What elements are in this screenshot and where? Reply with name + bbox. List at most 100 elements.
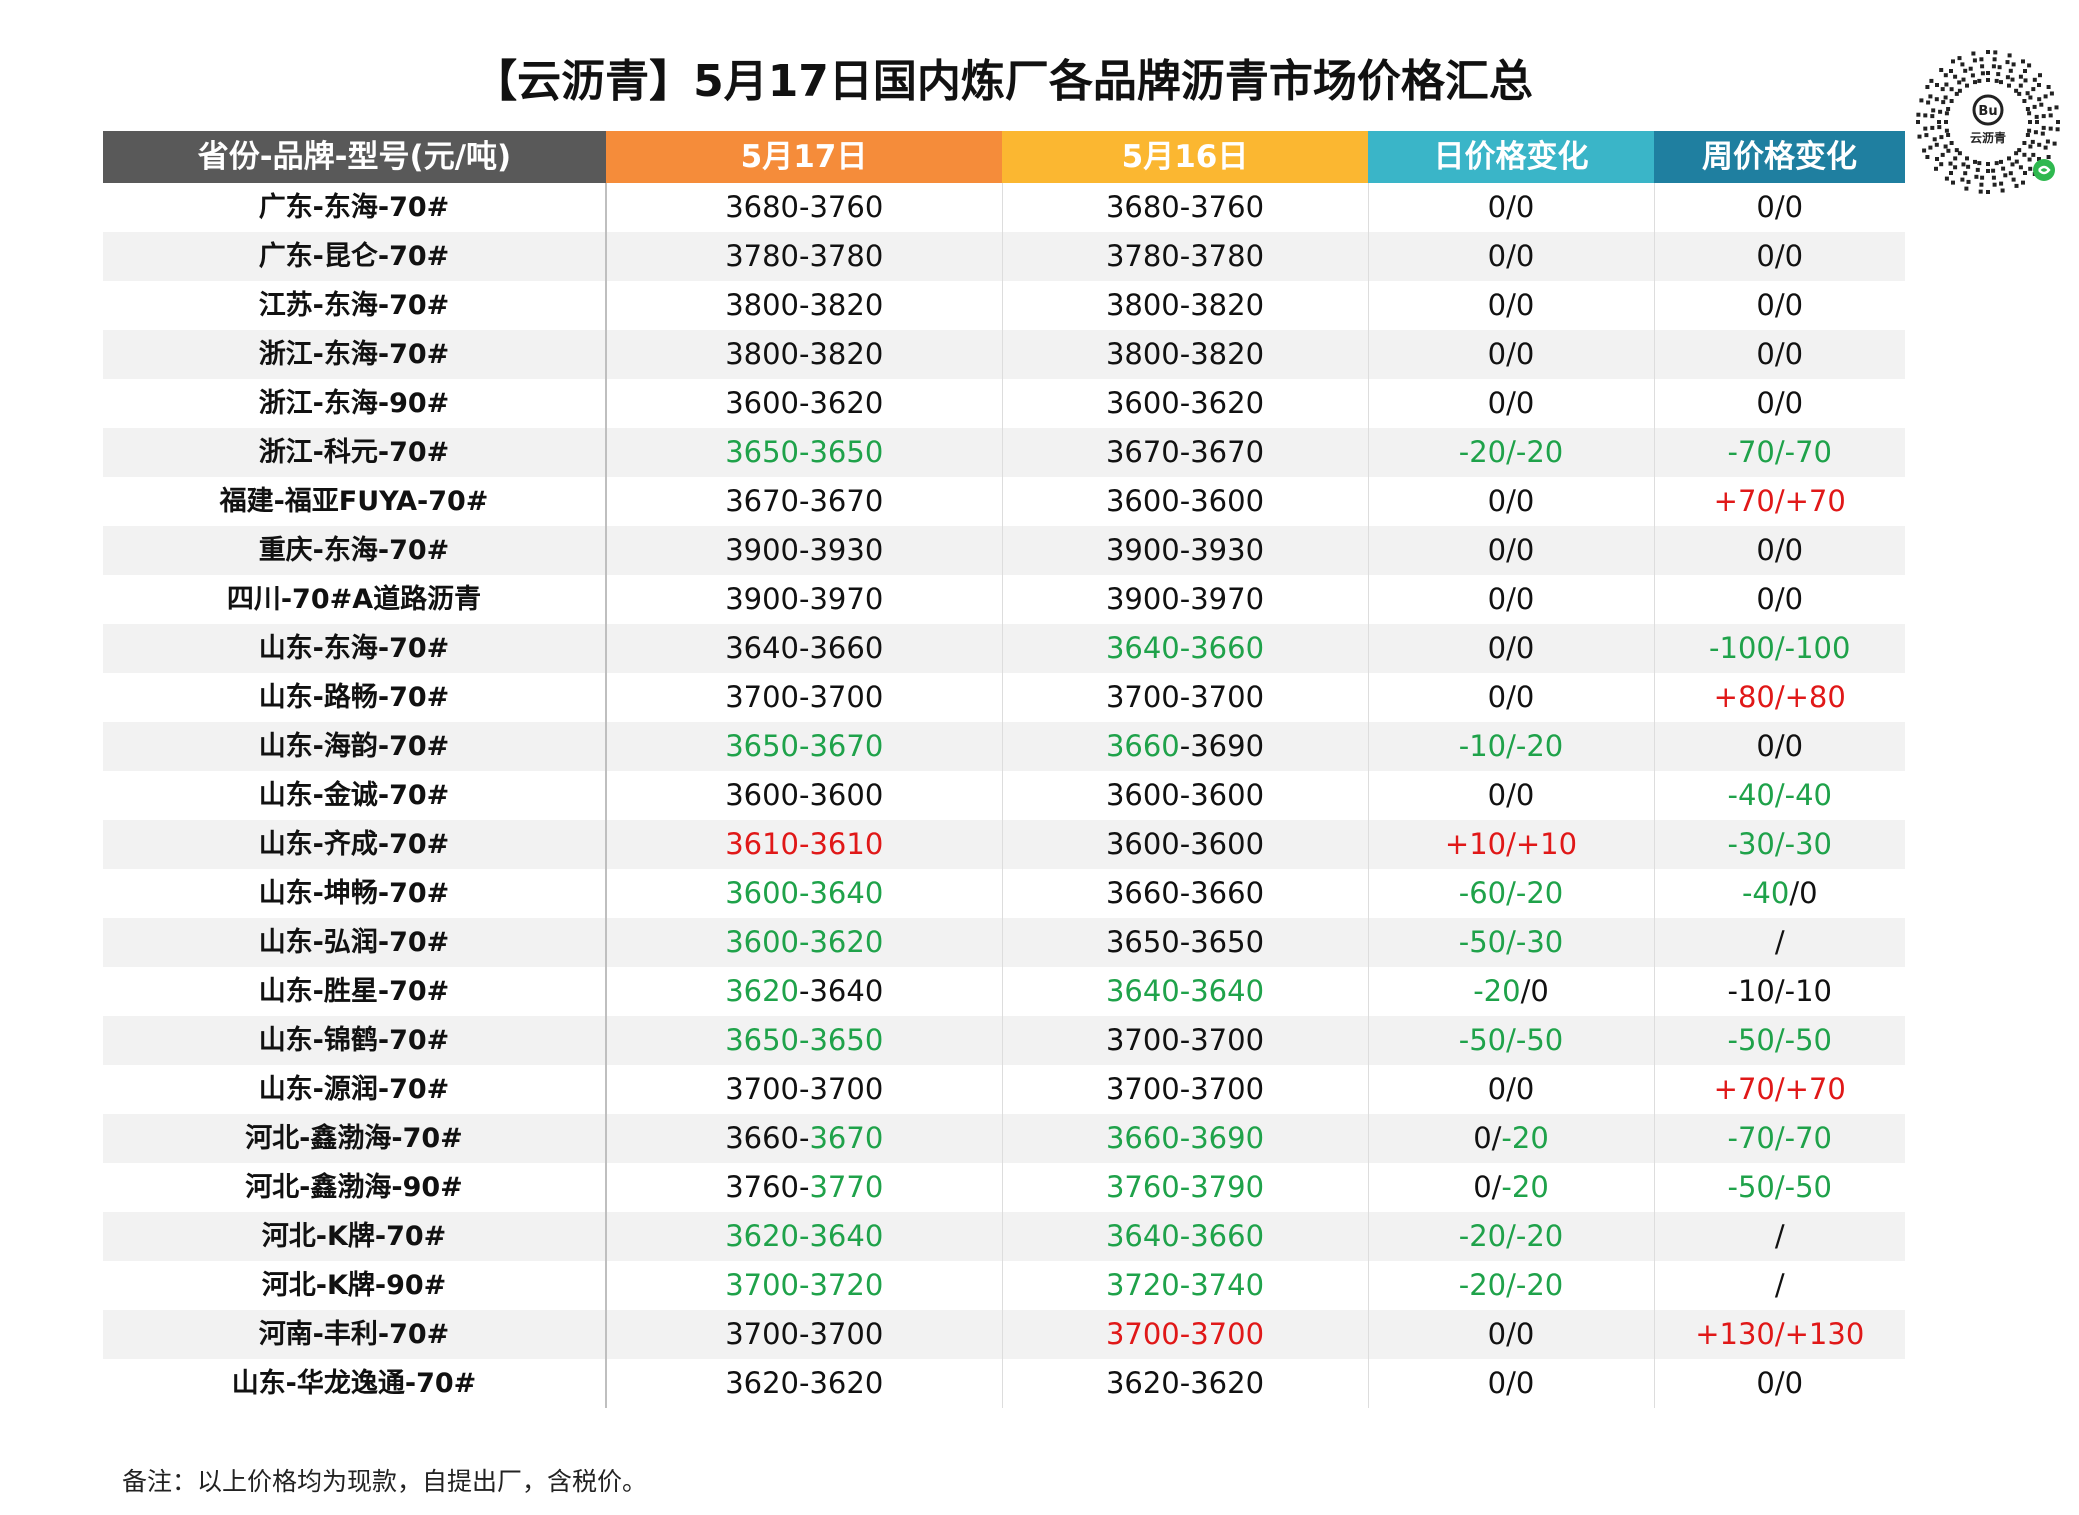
cell-text-segment: 3700-3700	[1105, 1023, 1265, 1057]
qr-dot	[2011, 62, 2016, 67]
cell-text-segment: -10/-20	[1458, 729, 1564, 763]
qr-dot	[2043, 94, 2048, 99]
cell-text-segment: 3680-3760	[1105, 190, 1265, 224]
cell-may17-price: 3650-3650	[606, 1016, 1003, 1065]
cell-weekly-change: -30/-30	[1654, 820, 1905, 869]
cell-text-segment: 3640-3660	[1105, 631, 1265, 665]
table-row: 山东-锦鹤-70# 3650-3650 3700-3700 -50/-50 -50/-5…	[103, 1016, 1905, 1065]
cell-text-segment: 3660-3690	[1105, 1121, 1265, 1155]
cell-may16-price: 3700-3700	[1002, 1310, 1369, 1359]
cell-text-segment: 3800-3820	[725, 337, 884, 371]
cell-brand: 河北-鑫渤海-70#	[103, 1114, 607, 1163]
qr-dot	[1928, 94, 1933, 99]
qr-dot	[1953, 156, 1958, 161]
cell-weekly-change: +70/+70	[1654, 1065, 1905, 1114]
cell-may16-price: 3720-3740	[1002, 1261, 1369, 1310]
qr-dot	[1934, 142, 1939, 147]
cell-text-segment: -50/-50	[1458, 1023, 1564, 1057]
cell-may17-price: 3700-3700	[606, 1065, 1003, 1114]
cell-may17-price: 3600-3600	[606, 771, 1003, 820]
cell-text-segment: 3800-3820	[1105, 337, 1265, 371]
qr-dot	[2040, 131, 2045, 136]
qr-dot	[2045, 139, 2050, 144]
cell-may16-price: 3760-3790	[1002, 1163, 1369, 1212]
cell-may16-price: 3640-3640	[1002, 967, 1369, 1016]
qr-dot	[2023, 171, 2027, 175]
cell-may17-price: 3620-3620	[606, 1359, 1003, 1408]
cell-text-segment: 0/0	[1756, 386, 1804, 420]
cell-text-segment: -70/-70	[1727, 1121, 1832, 1155]
table-row: 河北-鑫渤海-90# 3760-3770 3760-3790 0/-20 -50/-50	[103, 1163, 1905, 1212]
column-header-may17: 5月17日	[606, 131, 1002, 183]
qr-dot	[1934, 97, 1939, 102]
cell-text-segment: -70/-70	[1727, 435, 1832, 469]
qr-dot	[2049, 91, 2054, 96]
cell-text-segment: 3900-3970	[725, 582, 884, 616]
qr-dot	[1957, 151, 1962, 156]
qr-dot	[2014, 88, 2019, 93]
qr-dot	[1944, 111, 1949, 116]
cell-brand: 山东-源润-70#	[103, 1065, 607, 1114]
cell-may16-price: 3900-3930	[1002, 526, 1369, 575]
cell-text-segment: 3650-3650	[725, 435, 884, 469]
qr-dot	[1937, 120, 1941, 124]
cell-may17-price: 3610-3610	[606, 820, 1003, 869]
cell-text-segment: 0/0	[1487, 484, 1535, 518]
cell-brand: 福建-福亚FUYA-70#	[103, 477, 607, 526]
qr-dot	[2032, 77, 2037, 82]
cell-may16-price: 3640-3660	[1002, 624, 1369, 673]
qr-label: 云沥青	[1970, 130, 2006, 145]
qr-dot	[2028, 95, 2033, 100]
cell-weekly-change: -70/-70	[1654, 428, 1905, 477]
cell-text-segment: 0/0	[1487, 582, 1535, 616]
cell-may17-price: 3900-3930	[606, 526, 1003, 575]
qr-dot	[2037, 97, 2042, 102]
cell-may17-price: 3700-3720	[606, 1261, 1003, 1310]
qr-dot	[1957, 88, 1962, 93]
cell-text-segment: 3670-3670	[725, 484, 884, 518]
qr-dot	[2032, 104, 2037, 109]
cell-weekly-change: 0/0	[1654, 281, 1905, 330]
cell-daily-change: -20/-20	[1368, 1261, 1655, 1310]
cell-may16-price: 3660-3660	[1002, 869, 1369, 918]
table-row: 广东-昆仑-70# 3780-3780 3780-3780 0/0 0/0	[103, 232, 1905, 281]
qr-dot	[2021, 59, 2025, 64]
cell-text-segment: -30/-30	[1727, 827, 1832, 861]
table-row: 山东-路畅-70# 3700-3700 3700-3700 0/0 +80/+80	[103, 673, 1905, 722]
qr-dot	[2000, 188, 2005, 193]
cell-text-segment: 0/0	[1487, 337, 1535, 371]
qr-dot	[1994, 161, 1999, 166]
qr-dot	[2030, 139, 2035, 144]
cell-daily-change: 0/0	[1368, 575, 1655, 624]
qr-dot	[1944, 128, 1949, 133]
cell-may16-price: 3700-3700	[1002, 673, 1369, 722]
qr-dot	[2005, 75, 2010, 80]
qr-dot	[1943, 144, 1948, 149]
page-title: 【云沥青】5月17日国内炼厂各品牌沥青市场价格汇总	[473, 56, 1533, 107]
qr-dot	[2037, 142, 2042, 147]
cell-text-segment: 3760-3790	[1105, 1170, 1265, 1204]
cell-brand: 河南-丰利-70#	[103, 1310, 607, 1359]
qr-dot	[1957, 80, 1962, 85]
cell-brand: 河北-K牌-70#	[103, 1212, 607, 1261]
cell-text-segment: 0/0	[1756, 1366, 1804, 1400]
cell-daily-change: -10/-20	[1368, 722, 1655, 771]
cell-brand: 广东-昆仑-70#	[103, 232, 607, 281]
cell-weekly-change: /	[1654, 1212, 1905, 1261]
cell-text-segment: 3600-3640	[725, 876, 884, 910]
qr-dot	[1943, 73, 1948, 78]
qr-dot	[2028, 144, 2033, 149]
cell-text-segment: 0/0	[1487, 680, 1535, 714]
qr-dot	[2056, 120, 2060, 124]
qr-dot	[1972, 58, 1977, 63]
cell-text-segment: 0/0	[1487, 631, 1535, 665]
qr-dot	[1932, 137, 1937, 142]
cell-daily-change: 0/0	[1368, 281, 1655, 330]
qr-dot	[1930, 125, 1935, 130]
qr-dot	[2014, 151, 2019, 156]
cell-text-segment: 0/0	[1487, 533, 1535, 567]
qr-dot	[1957, 56, 1962, 61]
table-row: 山东-胜星-70# 3620-3640 3640-3640 -20/0 -10/-10	[103, 967, 1905, 1016]
cell-text-segment: 0/0	[1756, 337, 1804, 371]
cell-daily-change: 0/0	[1368, 379, 1655, 428]
